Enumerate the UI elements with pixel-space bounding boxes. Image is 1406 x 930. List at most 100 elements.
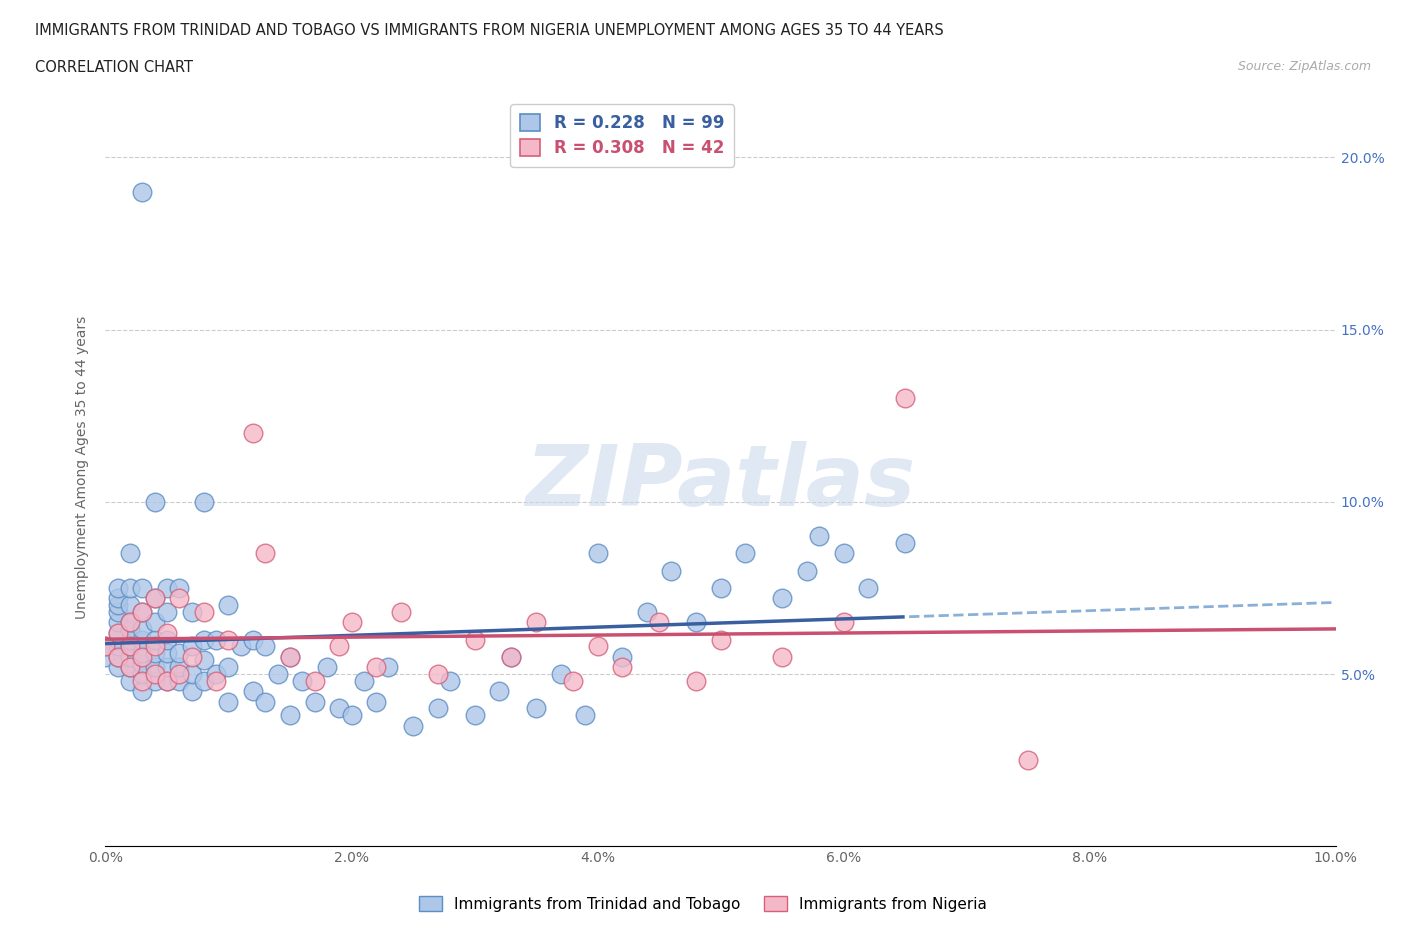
Point — [131, 657, 153, 671]
Point — [120, 659, 141, 674]
Point — [156, 646, 179, 661]
Point — [402, 718, 425, 733]
Point — [143, 632, 166, 647]
Point — [501, 649, 523, 664]
Point — [156, 659, 179, 674]
Point — [120, 615, 141, 630]
Point — [120, 673, 141, 688]
Point — [143, 659, 166, 674]
Text: ZIPatlas: ZIPatlas — [526, 441, 915, 524]
Point — [131, 684, 153, 698]
Point — [107, 632, 129, 647]
Point — [120, 659, 141, 674]
Point — [120, 649, 141, 664]
Point — [120, 546, 141, 561]
Point — [143, 646, 166, 661]
Point — [193, 604, 215, 619]
Point — [107, 659, 129, 674]
Point — [710, 632, 733, 647]
Point — [143, 495, 166, 510]
Point — [169, 591, 191, 605]
Point — [131, 673, 153, 688]
Point — [710, 580, 733, 595]
Point — [1017, 752, 1039, 767]
Point — [291, 673, 314, 688]
Point — [107, 649, 129, 664]
Point — [143, 591, 166, 605]
Point — [894, 536, 917, 551]
Point — [143, 591, 166, 605]
Point — [180, 684, 202, 698]
Point — [156, 673, 179, 688]
Point — [464, 708, 486, 723]
Point — [524, 701, 547, 716]
Point — [366, 659, 388, 674]
Point — [193, 632, 215, 647]
Point — [107, 604, 129, 619]
Point — [218, 632, 240, 647]
Point — [94, 639, 117, 654]
Point — [612, 659, 634, 674]
Point — [107, 625, 129, 640]
Point — [562, 673, 585, 688]
Point — [488, 684, 510, 698]
Point — [550, 667, 572, 682]
Point — [218, 694, 240, 709]
Point — [218, 598, 240, 613]
Point — [685, 615, 707, 630]
Point — [612, 649, 634, 664]
Legend: Immigrants from Trinidad and Tobago, Immigrants from Nigeria: Immigrants from Trinidad and Tobago, Imm… — [413, 889, 993, 918]
Point — [180, 667, 202, 682]
Point — [180, 639, 202, 654]
Point — [131, 580, 153, 595]
Point — [278, 649, 301, 664]
Point — [94, 649, 117, 664]
Point — [107, 598, 129, 613]
Point — [120, 622, 141, 637]
Point — [734, 546, 756, 561]
Point — [131, 184, 153, 199]
Point — [894, 391, 917, 405]
Point — [169, 659, 191, 674]
Point — [254, 694, 277, 709]
Point — [143, 615, 166, 630]
Point — [156, 580, 179, 595]
Point — [254, 639, 277, 654]
Point — [120, 580, 141, 595]
Point — [464, 632, 486, 647]
Point — [229, 639, 252, 654]
Point — [858, 580, 880, 595]
Point — [661, 564, 683, 578]
Point — [426, 667, 449, 682]
Point — [156, 632, 179, 647]
Point — [648, 615, 671, 630]
Point — [340, 615, 363, 630]
Point — [389, 604, 412, 619]
Legend: R = 0.228   N = 99, R = 0.308   N = 42: R = 0.228 N = 99, R = 0.308 N = 42 — [510, 104, 734, 167]
Point — [366, 694, 388, 709]
Point — [169, 646, 191, 661]
Point — [143, 667, 166, 682]
Point — [120, 598, 141, 613]
Point — [524, 615, 547, 630]
Point — [304, 694, 326, 709]
Point — [107, 649, 129, 664]
Point — [193, 673, 215, 688]
Point — [107, 625, 129, 640]
Point — [156, 625, 179, 640]
Point — [120, 632, 141, 647]
Text: IMMIGRANTS FROM TRINIDAD AND TOBAGO VS IMMIGRANTS FROM NIGERIA UNEMPLOYMENT AMON: IMMIGRANTS FROM TRINIDAD AND TOBAGO VS I… — [35, 23, 943, 38]
Point — [685, 673, 707, 688]
Point — [304, 673, 326, 688]
Point — [328, 701, 350, 716]
Point — [120, 639, 141, 654]
Point — [586, 546, 609, 561]
Point — [131, 649, 153, 664]
Point — [242, 632, 264, 647]
Point — [353, 673, 375, 688]
Point — [169, 580, 191, 595]
Point — [278, 649, 301, 664]
Point — [193, 653, 215, 668]
Text: CORRELATION CHART: CORRELATION CHART — [35, 60, 193, 75]
Point — [242, 425, 264, 440]
